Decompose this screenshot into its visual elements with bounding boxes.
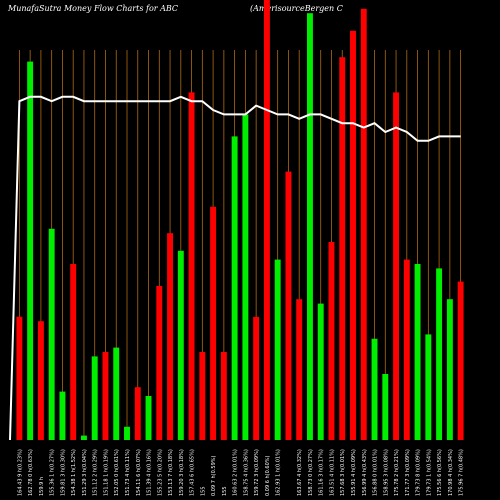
x-tick-label: 157.68 3 h(0.01%) xyxy=(340,449,346,496)
bar-down-41 xyxy=(457,281,464,440)
x-tick-label: 162.78 0 h(0.63%) xyxy=(28,449,34,496)
bar-down-22 xyxy=(253,316,260,440)
x-tick-label: 0.09 7 h(0.59%) xyxy=(211,456,217,496)
x-tick-label: 163.67 4 h(0.32%) xyxy=(297,449,303,496)
bar-up-21 xyxy=(242,114,249,441)
bars xyxy=(16,0,464,441)
x-tick-label: 179.73 1 h(0.54%) xyxy=(426,449,432,496)
bar-down-0 xyxy=(16,316,23,440)
x-tick-label: 0.09 6 h(0.60%) xyxy=(265,456,271,496)
bar-up-10 xyxy=(124,426,130,440)
bar-down-2 xyxy=(37,321,44,440)
bar-down-13 xyxy=(156,286,163,440)
x-tick-label: 158.75 4 h(0.36%) xyxy=(243,449,249,496)
x-tick-label: 164.43 9 h(0.23%) xyxy=(17,449,23,496)
x-tick-label: 155 xyxy=(222,486,228,496)
bar-down-23 xyxy=(263,0,270,440)
x-tick-label: 159.81 3 h(0.30%) xyxy=(60,449,66,496)
bar-up-28 xyxy=(317,303,324,440)
x-tick-label: 151.18 1 h(0.19%) xyxy=(103,449,109,496)
bar-down-8 xyxy=(102,352,109,440)
x-tick-label: 161.16 3 h(0.17%) xyxy=(319,449,325,496)
x-tick-label: 175.96 7 h(0.48%) xyxy=(459,449,465,496)
x-tick-label: 156.99 4 h(0.43%) xyxy=(362,449,368,496)
bar-up-33 xyxy=(371,338,378,440)
x-tick-label: 159.9 h xyxy=(39,477,45,496)
x-tick-label: 160.63 2 h(0.01%) xyxy=(233,449,239,496)
bar-up-39 xyxy=(436,268,443,440)
x-tick-label: 159.20 3 h(0.18%) xyxy=(179,449,185,496)
x-tick-label: 154.11 6 h(0.07%) xyxy=(136,449,142,496)
bar-up-20 xyxy=(231,136,238,440)
chart-subtitle: (AmerisourceBergen C xyxy=(250,4,343,13)
x-tick-label: 154.38 1 h(1.52%) xyxy=(71,449,77,496)
x-tick-label: 156.88 0 h(0.01%) xyxy=(373,449,379,496)
bar-down-16 xyxy=(188,92,195,441)
x-tick-label: 163.51 4 h(0.11%) xyxy=(329,449,335,496)
bar-down-25 xyxy=(285,171,292,440)
bar-down-11 xyxy=(134,387,141,440)
x-tick-labels: 164.43 9 h(0.23%) 162.78 0 h(0.63%) 159.9 … xyxy=(17,449,464,496)
bar-up-6 xyxy=(80,435,87,440)
bar-up-24 xyxy=(274,259,281,440)
x-tick-label: 170.98 4 h(0.34%) xyxy=(448,449,454,496)
bar-down-29 xyxy=(328,242,335,440)
price-line-group xyxy=(9,95,461,441)
bar-up-40 xyxy=(446,299,453,440)
x-tick-label: 155.36 1 h(0.27%) xyxy=(50,449,56,496)
x-tick-label: 159.72 3 h(0.09%) xyxy=(254,449,260,496)
bar-down-32 xyxy=(360,8,367,441)
x-tick-label: 151.12 2 h(0.29%) xyxy=(93,449,99,496)
x-tick-label: 158.95 3 h(0.08%) xyxy=(383,449,389,496)
x-tick-label: 175.56 6 h(0.56%) xyxy=(437,449,443,496)
x-tick-label: 158.73 0 h(0.27%) xyxy=(308,449,314,496)
x-tick-label: 162.93 1 h(0.01%) xyxy=(276,449,282,496)
bar-up-27 xyxy=(306,13,313,440)
bar-down-14 xyxy=(167,233,174,440)
bar-up-4 xyxy=(59,391,66,440)
x-tick-label: 155.91 4 h(0.09%) xyxy=(351,449,357,496)
bar-down-30 xyxy=(339,57,346,440)
x-tick-label: 155.23 5 h(0.20%) xyxy=(157,449,163,496)
x-tick-label: 155 xyxy=(200,486,206,496)
x-tick-label: 151.73 4 h(0.11%) xyxy=(125,449,131,496)
x-tick-label: 153.13 7 h(0.18%) xyxy=(168,449,174,496)
x-tick-label: 175.78 2 h(0.21%) xyxy=(394,449,400,496)
bar-down-5 xyxy=(70,264,77,440)
x-tick-label: 152.05 0 h(0.61%) xyxy=(114,449,120,496)
bar-down-26 xyxy=(296,299,303,440)
bar-down-36 xyxy=(403,259,410,440)
bar-up-34 xyxy=(382,374,389,440)
bar-up-38 xyxy=(425,334,432,440)
bar-up-37 xyxy=(414,264,421,440)
bar-up-7 xyxy=(91,356,98,440)
x-tick-label: 151.39 4 h(0.16%) xyxy=(147,449,153,496)
bar-up-1 xyxy=(27,61,34,440)
bar-up-3 xyxy=(48,228,55,440)
x-tick-label: 179.73 8 h(0.09%) xyxy=(416,449,422,496)
bar-up-9 xyxy=(113,347,120,440)
bar-up-12 xyxy=(145,396,152,440)
x-tick-label: 171.77 3 h(0.09%) xyxy=(405,449,411,496)
bar-down-35 xyxy=(393,92,400,441)
bar-down-31 xyxy=(350,30,356,441)
bar-down-18 xyxy=(210,206,217,440)
x-tick-label: 151.29 3 h(0.04%) xyxy=(82,449,88,496)
x-tick-label: 157.43 6 h(0.65%) xyxy=(190,449,196,496)
bar-down-17 xyxy=(199,352,206,440)
bar-up-15 xyxy=(177,250,184,440)
bar-down-19 xyxy=(220,352,227,440)
price-line xyxy=(9,95,461,441)
chart-title: MunafaSutra Money Flow Charts for ABC xyxy=(8,4,179,13)
